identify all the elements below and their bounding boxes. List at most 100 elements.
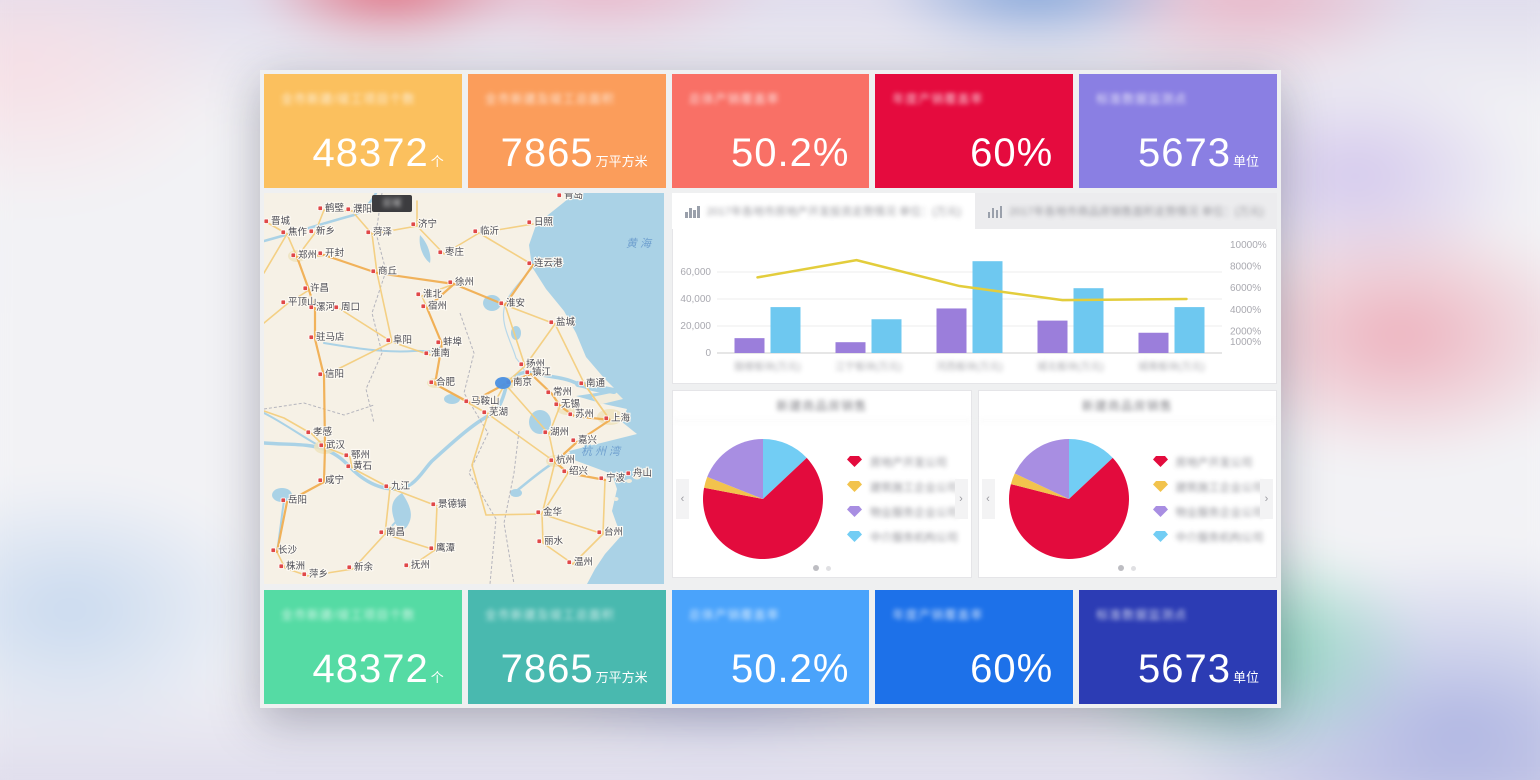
map-city-label: 长沙	[278, 544, 298, 556]
map-city-label: 芜湖	[489, 406, 508, 418]
card-title: 全市新建及竣工总面积	[484, 92, 615, 106]
map-city-label: 武汉	[326, 439, 346, 451]
pie-legend: 房地产开发公司建筑施工企业公司物业服务企业公司 中介服务机构公司	[847, 449, 958, 549]
pie-slice[interactable]	[704, 476, 763, 499]
map-city-label: 无锡	[561, 398, 580, 410]
carousel-next-button[interactable]: ›	[1260, 479, 1273, 519]
legend-item[interactable]: 中介服务机构公司	[847, 524, 958, 549]
map-city-label: 菏泽	[373, 227, 393, 238]
map-city-label: 淮安	[506, 297, 525, 309]
legend-item[interactable]: 建筑施工企业公司	[847, 474, 958, 499]
x-axis-label: 城南板块(万元)	[1138, 360, 1205, 373]
map-city-label: 连云港	[534, 257, 563, 269]
pie-chart[interactable]	[1003, 433, 1135, 565]
pie-slice[interactable]	[763, 439, 807, 499]
chart-tabs: 2017年各地市房地产开发投资走势情况 单位：(万元) 2017年各地市商品房销…	[672, 193, 1277, 229]
bar-line-chart[interactable]: 0 20,000 40,000 60,000 1000%2000% 4000% 6000% 8…	[673, 229, 1276, 382]
svg-text:60,000: 60,000	[680, 267, 711, 278]
tab-label: 2017年各地市商品房销售面积走势情况 单位：(万元)	[1009, 206, 1264, 218]
map-city-label: 郑州	[298, 249, 317, 261]
tab-investment-trend[interactable]: 2017年各地市房地产开发投资走势情况 单位：(万元)	[672, 193, 975, 229]
map-city-label: 常州	[553, 386, 572, 398]
carousel-dot-active[interactable]	[812, 565, 819, 571]
diamond-marker-icon	[1152, 531, 1168, 542]
map-city-label: 扬州	[526, 358, 545, 370]
map-city-label: 晋城	[271, 216, 291, 227]
diamond-marker-icon	[847, 531, 862, 542]
legend-item[interactable]: 中介服务机构公司	[1152, 524, 1264, 549]
legend-label: 建筑施工企业公司	[1175, 481, 1264, 494]
map-city-label: 舟山	[633, 467, 652, 479]
legend-label: 建筑施工企业公司	[870, 481, 958, 494]
diamond-marker-icon	[847, 506, 862, 517]
map-city-label: 枣庄	[445, 246, 465, 258]
carousel-next-button[interactable]: ›	[954, 479, 968, 519]
map-city-label: 新余	[354, 561, 374, 573]
pie-slice[interactable]	[1008, 457, 1129, 559]
map-city-label: 湖州	[550, 427, 569, 438]
map-city-label: 抚州	[411, 559, 430, 571]
svg-text:0: 0	[705, 348, 711, 359]
map-city-label: 济宁	[418, 218, 437, 230]
bottom-card-2: 总体产销覆盖率 50.2%	[671, 590, 870, 704]
map-city-label: 蚌埠	[443, 336, 463, 348]
map-panel[interactable]: 区域	[264, 193, 664, 584]
top-card-1: 全市新建及竣工总面积 7865 万平方米	[467, 74, 666, 188]
map-cluster-marker[interactable]	[495, 377, 511, 389]
svg-text:2000%: 2000%	[1230, 326, 1261, 337]
legend-item[interactable]: 建筑施工企业公司	[1152, 474, 1264, 499]
x-axis-label: 河西板块(万元)	[936, 360, 1003, 373]
card-value: 50.2%	[730, 647, 850, 691]
map-tooltip-label: 区域	[382, 198, 401, 208]
tab-sales-trend[interactable]: 2017年各地市商品房销售面积走势情况 单位：(万元)	[974, 193, 1277, 229]
pie-chart[interactable]	[697, 433, 829, 565]
pie-slice[interactable]	[1068, 439, 1113, 499]
legend-item[interactable]: 房地产开发公司	[1152, 449, 1264, 474]
card-value: 48372	[312, 131, 429, 175]
legend-item[interactable]: 房地产开发公司	[847, 449, 958, 474]
pie-slice[interactable]	[1010, 473, 1069, 499]
pie-slice[interactable]	[707, 439, 763, 499]
card-value: 7865	[500, 647, 594, 691]
pie-panel-left: 新建商品房销售 ‹ 房地产开发公司 建筑施工企业公司 物业服务企业公司 中介服务机构公…	[672, 390, 972, 578]
carousel-dot[interactable]	[1131, 566, 1137, 571]
map-city-label: 景德镇	[438, 498, 467, 510]
bottom-cards-row: 全市新建/竣工项目个数 48372 个 全市新建及竣工总面积 7865 万平方米 总体产销覆…	[264, 590, 1277, 704]
carousel-dot[interactable]	[825, 566, 831, 571]
dashboard-panel: 全市新建/竣工项目个数 48372 个全市新建及竣工总面积 7865 万平方米 总体产销覆…	[260, 70, 1281, 708]
pie-slice[interactable]	[703, 457, 823, 559]
map-city-label: 新乡	[316, 225, 335, 237]
pie-slice[interactable]	[1014, 439, 1069, 499]
map-city-label: 丽水	[544, 535, 564, 547]
top-card-4: 标准数据监测点 5673 单位	[1079, 74, 1277, 188]
card-title: 年度产销覆盖率	[892, 608, 984, 622]
bottom-card-0: 全市新建/竣工项目个数 48372 个	[264, 590, 462, 704]
map-city-label: 许昌	[310, 282, 329, 294]
map-city-label: 鄂州	[351, 450, 370, 461]
map-city-label: 盐城	[556, 316, 576, 328]
bottom-card-4: 标准数据监测点 5673 单位	[1079, 590, 1277, 704]
card-value: 5673	[1137, 131, 1231, 175]
carousel-prev-button[interactable]: ‹	[676, 479, 689, 519]
legend-item[interactable]: 物业服务企业公司	[847, 499, 958, 524]
map-sea-label: 黄海	[626, 237, 654, 250]
map-city-label: 上海	[611, 412, 631, 424]
carousel-prev-button[interactable]: ‹	[981, 479, 995, 519]
x-axis-label: 江宁板块(万元)	[835, 360, 902, 373]
top-card-0: 全市新建/竣工项目个数 48372 个	[264, 74, 462, 188]
card-value: 5673	[1137, 647, 1231, 691]
charts-column: 2017年各地市房地产开发投资走势情况 单位：(万元) 2017年各地市商品房销…	[672, 193, 1277, 584]
legend-label: 中介服务机构公司	[1175, 531, 1264, 544]
map-lakes	[272, 235, 551, 530]
diamond-marker-icon	[1152, 506, 1168, 517]
map-city-label: 株洲	[286, 560, 305, 572]
bottom-card-3: 年度产销覆盖率 60%	[875, 590, 1074, 704]
map-city-label: 徐州	[455, 276, 474, 288]
map-city-label: 开封	[325, 247, 345, 259]
legend-item[interactable]: 物业服务企业公司	[1152, 499, 1264, 524]
carousel-dot-active[interactable]	[1118, 565, 1125, 571]
map-city-label: 苏州	[575, 408, 594, 420]
map-city-label: 南昌	[386, 526, 405, 538]
